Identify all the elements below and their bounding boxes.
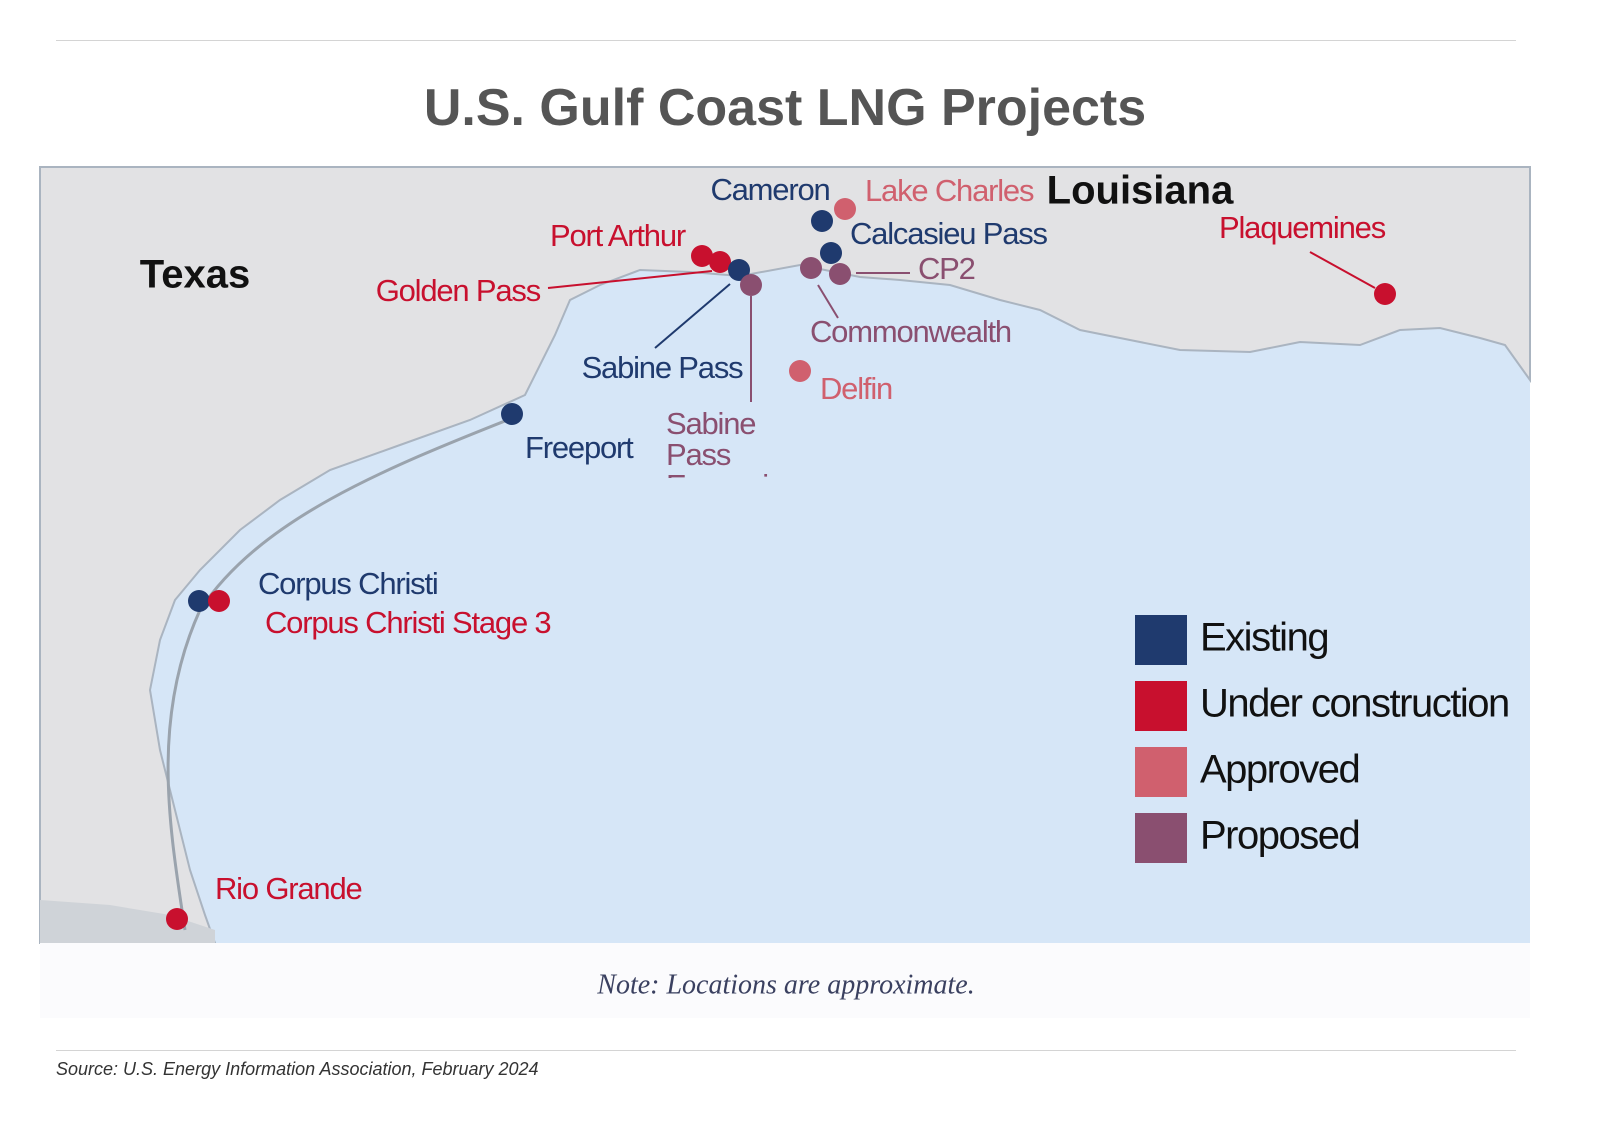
project-label: Corpus Christi [258,566,438,601]
project-label: Corpus Christi Stage 3 [265,605,550,640]
project-marker [834,198,856,220]
leader-line [1309,251,1376,289]
project-label: Sabine Pass [582,350,744,385]
project-marker [709,251,731,273]
mexico [40,900,215,943]
legend-label: Approved [1200,748,1359,792]
project-marker [501,403,523,425]
project-marker [811,210,833,232]
title: U.S. Gulf Coast LNG Projects [423,79,1147,137]
project-marker [166,908,188,930]
legend-swatch [1135,747,1187,797]
project-label: Delfin [820,371,892,406]
project-label: Cameron [710,172,829,207]
project-label-box: Sabine Pass Expansion [666,408,801,478]
project-marker [728,259,750,281]
map: Texas Louisiana Note: Locations are appr… [39,166,1531,1018]
note: Note: Locations are approximate. [596,969,974,1000]
bottom-rule [56,1050,1516,1051]
project-marker [820,242,842,264]
project-label: Sabine Pass Expansion [666,408,801,478]
land [39,166,1531,944]
project-label: Plaquemines [1219,210,1386,245]
project-label: Freeport [525,430,634,465]
project-marker [789,360,811,382]
project-label: Rio Grande [215,871,362,906]
project-label: Golden Pass [376,273,541,308]
project-marker [1374,283,1396,305]
top-rule [56,40,1516,41]
legend-swatch [1135,813,1187,863]
leader-line [547,270,713,289]
source: Source: U.S. Energy Information Associat… [56,1059,539,1079]
legend-label: Under construction [1200,682,1509,726]
project-marker [188,590,210,612]
leader-line [817,284,839,319]
project-label: Lake Charles [865,173,1034,208]
project-marker [829,263,851,285]
project-label: Commonwealth [810,314,1011,349]
project-label: Port Arthur [550,218,686,253]
project-marker [691,245,713,267]
region-label: Louisiana [1047,169,1234,213]
region-label: Texas [140,253,250,297]
project-label: Calcasieu Pass [850,216,1048,251]
project-marker [800,257,822,279]
legend-label: Existing [1200,616,1328,660]
note-band [40,943,1530,1018]
legend-label: Proposed [1200,814,1359,858]
project-marker [740,274,762,296]
project-label: CP2 [918,251,975,286]
legend-swatch [1135,615,1187,665]
leader-line [654,283,731,349]
project-marker [208,590,230,612]
legend-swatch [1135,681,1187,731]
